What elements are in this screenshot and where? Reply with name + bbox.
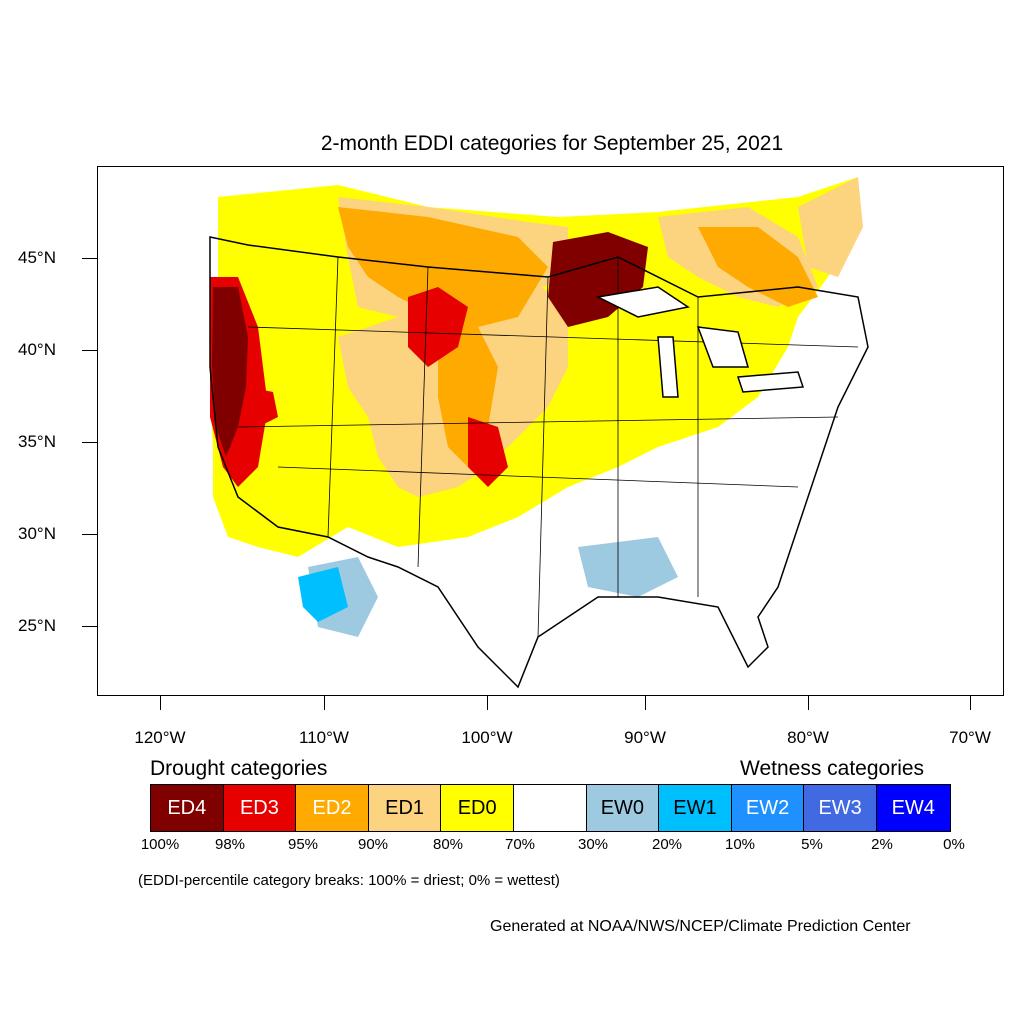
percent-break: 5% <box>801 836 823 853</box>
lat-tick <box>82 350 97 351</box>
legend-label: EW2 <box>745 796 790 819</box>
ed1-region-quebec <box>798 177 863 277</box>
legend-box-ed3: ED3 <box>223 785 297 831</box>
legend-box-normal <box>513 785 587 831</box>
legend-box-ed4: ED4 <box>151 785 224 831</box>
percent-break: 2% <box>871 836 893 853</box>
wetness-heading: Wetness categories <box>740 757 925 780</box>
ed3-region-nevada <box>248 387 278 427</box>
eddi-map <box>97 166 1004 696</box>
lon-tick <box>808 696 809 710</box>
ed3-region-dakotas <box>408 287 468 367</box>
legend-box-ed1: ED1 <box>368 785 442 831</box>
legend-box-ew2: EW2 <box>731 785 805 831</box>
percent-break: 70% <box>504 836 536 853</box>
legend-box-ew1: EW1 <box>659 785 732 831</box>
percent-break: 95% <box>287 836 319 853</box>
legend-label: ED3 <box>239 796 279 819</box>
legend-label: EW0 <box>600 796 645 819</box>
legend-bar: ED4 ED3 ED2 ED1 ED0 EW0 EW1 EW2 EW3 EW4 <box>150 784 951 832</box>
legend-box-ew3: EW3 <box>804 785 877 831</box>
legend-box-ed2: ED2 <box>296 785 369 831</box>
ed2-region-north <box>338 207 548 327</box>
percent-break: 98% <box>214 836 246 853</box>
lon-label-70: 70°W <box>949 728 991 747</box>
drought-heading: Drought categories <box>150 757 328 780</box>
percent-break: 30% <box>577 836 609 853</box>
great-lakes <box>595 286 805 398</box>
lat-label-25: 25°N <box>18 616 56 635</box>
eddi-map-canvas <box>209 177 869 689</box>
lon-label-120: 120°W <box>134 728 186 747</box>
legend-label: EW1 <box>673 796 717 819</box>
legend-label: EW3 <box>818 796 862 819</box>
percent-break: 90% <box>357 836 389 853</box>
map-title: 2-month EDDI categories for September 25… <box>320 132 784 155</box>
lat-tick <box>82 258 97 259</box>
lat-label-30: 30°N <box>18 524 56 543</box>
percent-break: 80% <box>432 836 464 853</box>
percent-break: 100% <box>140 836 180 853</box>
lon-tick <box>160 696 161 710</box>
ed3-region-kansas <box>468 417 508 487</box>
percent-break: 10% <box>724 836 756 853</box>
lat-label-45: 45°N <box>18 248 56 267</box>
legend-label: ED4 <box>167 796 207 819</box>
lat-tick <box>82 534 97 535</box>
legend-label: ED2 <box>312 796 352 819</box>
lon-tick <box>645 696 646 710</box>
lon-label-90: 90°W <box>624 728 666 747</box>
ed2-region-ontario <box>698 227 818 307</box>
lon-tick <box>970 696 971 710</box>
lon-label-80: 80°W <box>787 728 829 747</box>
credit-line: Generated at NOAA/NWS/NCEP/Climate Predi… <box>490 918 911 935</box>
lat-label-35: 35°N <box>18 432 56 451</box>
lat-label-40: 40°N <box>18 340 56 359</box>
lon-tick <box>487 696 488 710</box>
legend-label: ED0 <box>457 796 497 819</box>
lat-tick <box>82 626 97 627</box>
legend-box-ew4: EW4 <box>876 785 950 831</box>
lon-label-100: 100°W <box>461 728 513 747</box>
lon-tick <box>324 696 325 710</box>
ew1-region-mexico <box>298 567 348 622</box>
state-borders <box>237 256 859 638</box>
legend-label: EW4 <box>891 796 935 819</box>
percent-break: 20% <box>651 836 683 853</box>
legend-label: ED1 <box>385 796 425 819</box>
category-note: (EDDI-percentile category breaks: 100% =… <box>138 872 560 889</box>
us-outline <box>209 236 869 689</box>
legend-box-ed0: ED0 <box>441 785 514 831</box>
percent-break: 0% <box>943 836 965 853</box>
lat-tick <box>82 442 97 443</box>
legend-box-ew0: EW0 <box>586 785 660 831</box>
ew0-region-south <box>578 537 678 597</box>
ed4-region-west-coast <box>212 287 248 457</box>
lon-label-110: 110°W <box>299 728 349 747</box>
